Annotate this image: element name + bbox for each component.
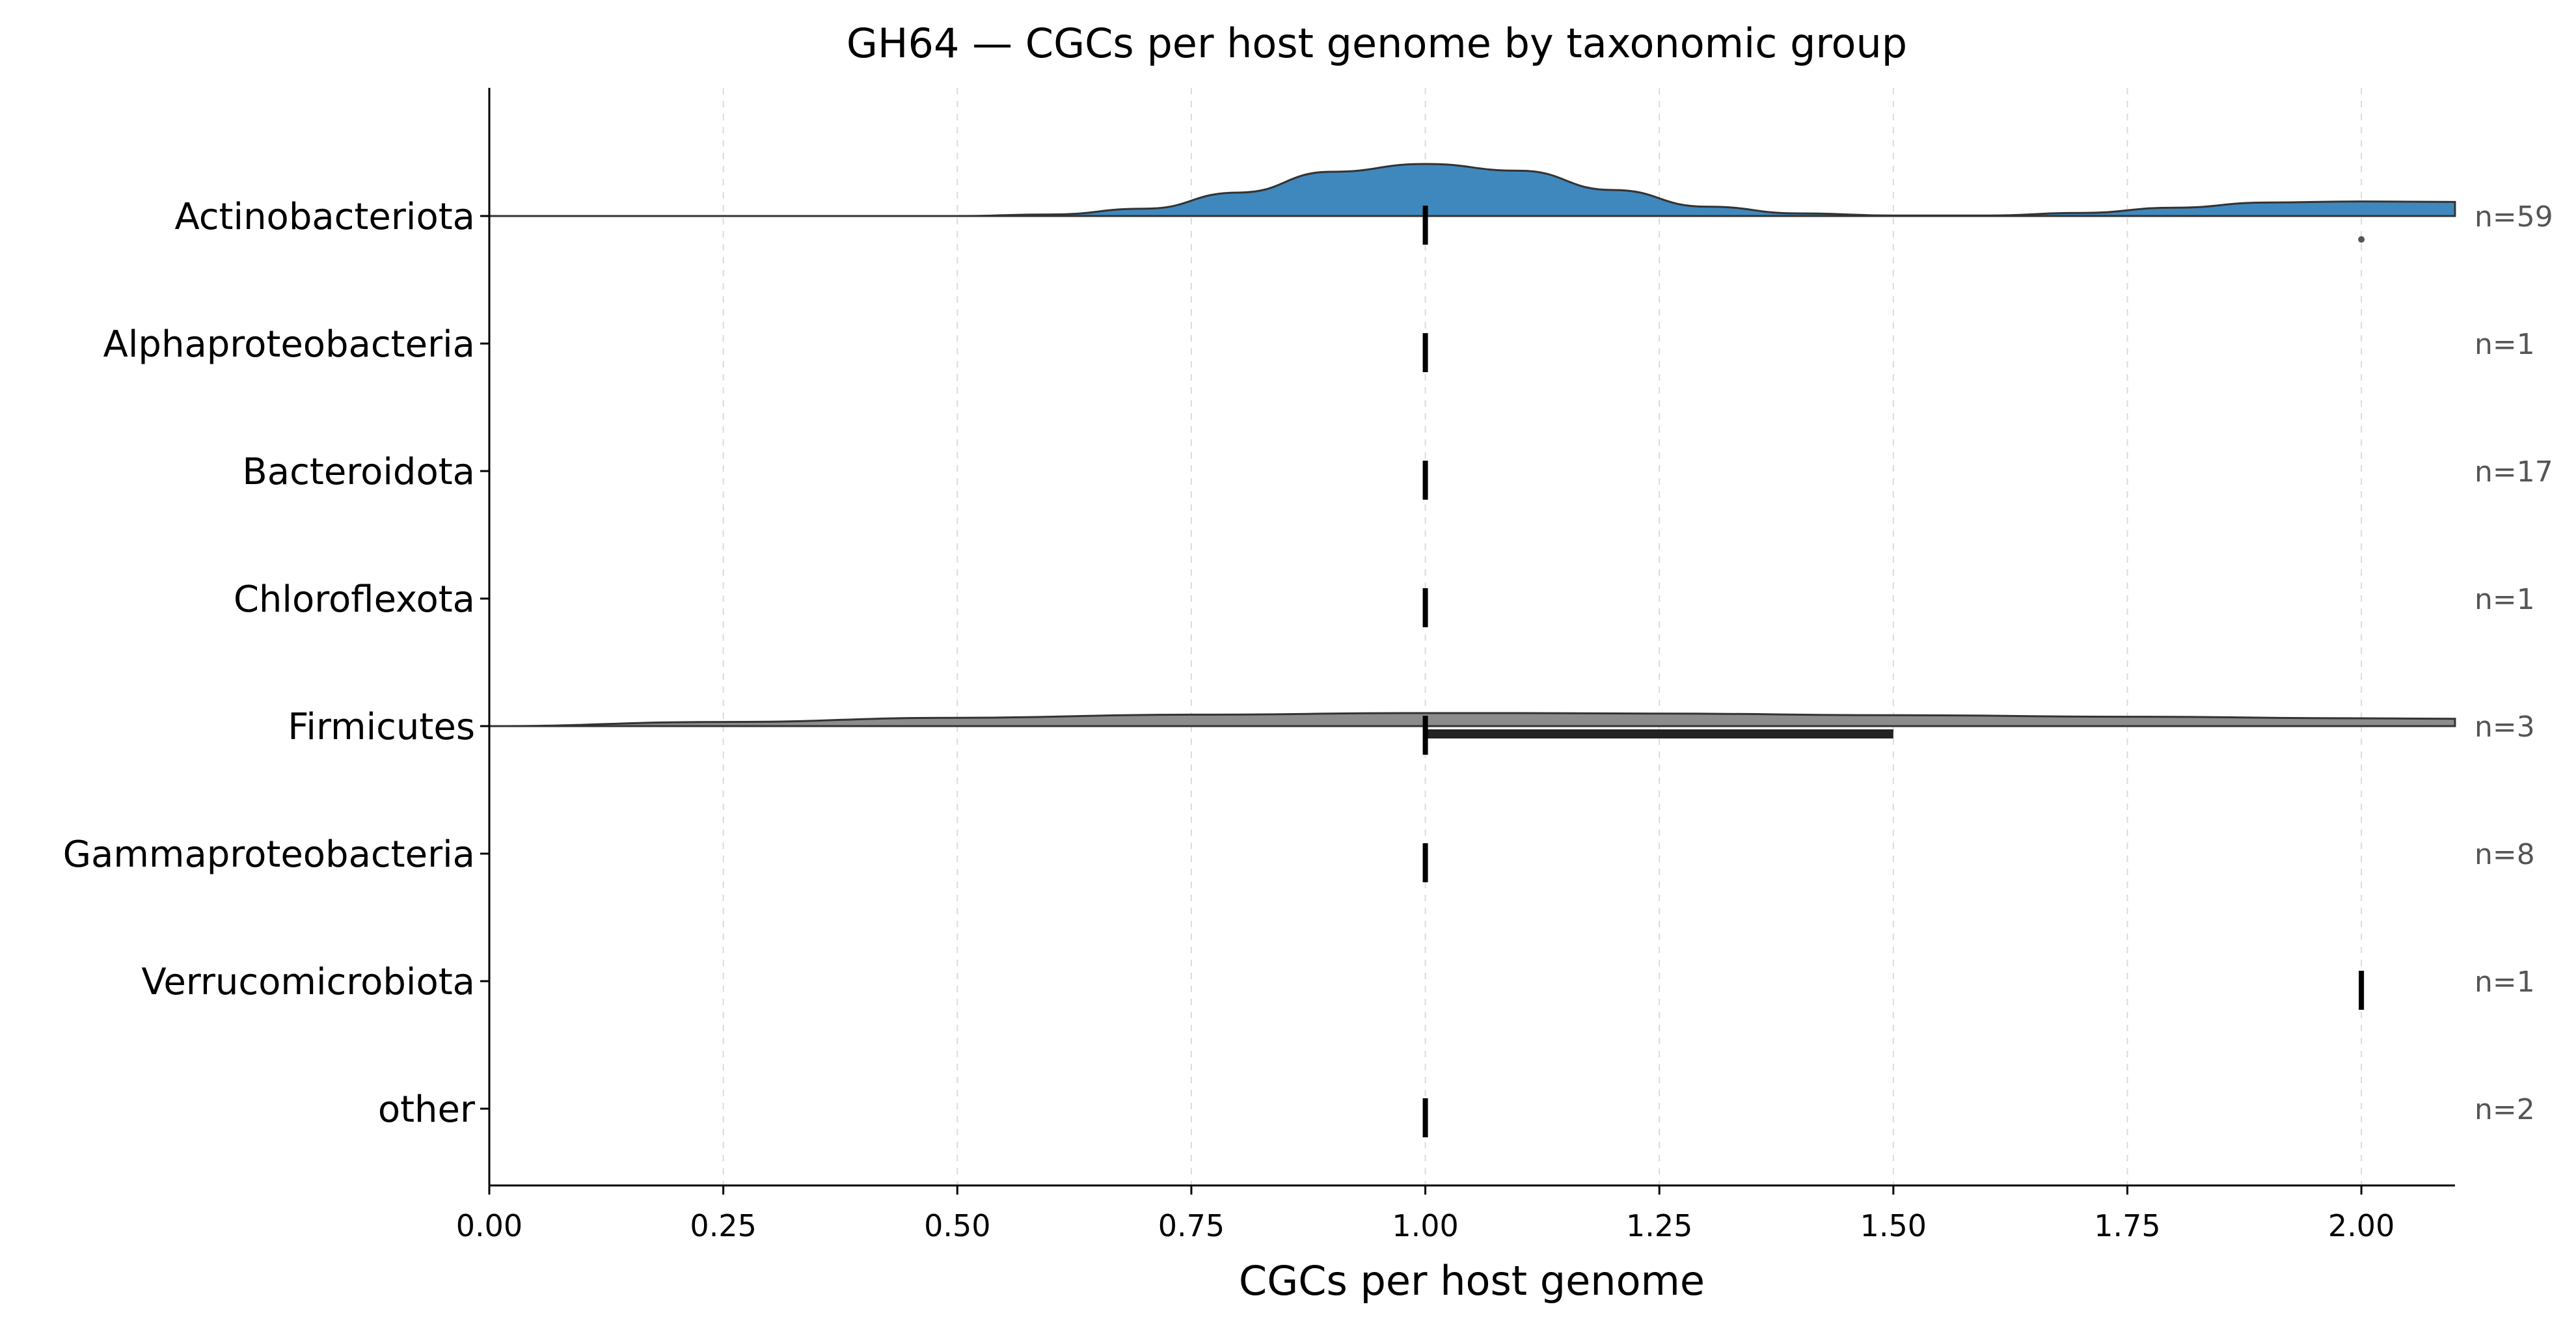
sample-size-label: n=59 — [2474, 200, 2553, 234]
group-label: Gammaproteobacteria — [63, 833, 475, 876]
x-tick-label: 1.75 — [2094, 1208, 2160, 1243]
group-label: other — [378, 1089, 476, 1131]
x-tick-label: 0.75 — [1158, 1208, 1225, 1243]
outlier-point — [2358, 236, 2365, 243]
sample-size-label: n=8 — [2474, 838, 2535, 871]
sample-size-label: n=2 — [2474, 1093, 2535, 1126]
group-label: Verrucomicrobiota — [141, 961, 475, 1003]
x-tick-label: 0.00 — [456, 1208, 522, 1243]
sample-size-label: n=1 — [2474, 328, 2535, 361]
x-tick-label: 0.50 — [924, 1208, 990, 1243]
chart-title: GH64 — CGCs per host genome by taxonomic… — [847, 20, 1907, 67]
x-tick-label: 1.25 — [1626, 1208, 1692, 1243]
density-ridge — [489, 163, 2456, 217]
sample-size-label: n=1 — [2474, 966, 2535, 999]
x-tick-label: 0.25 — [690, 1208, 756, 1243]
x-axis-ticks: 0.00 0.25 0.50 0.75 1.00 1.25 1.50 1.75 2.00 — [456, 1185, 2394, 1243]
sample-size-label: n=1 — [2474, 583, 2535, 616]
x-axis-label: CGCs per host genome — [1239, 1257, 1705, 1305]
axes-layer — [488, 88, 2455, 1187]
group-label: Firmicutes — [288, 706, 475, 748]
group-label: Actinobacteriota — [174, 196, 475, 238]
grid-layer — [722, 88, 2363, 1185]
sample-size-labels: n=59 n=1 n=17 n=1 n=3 n=8 n=1 n=2 — [2474, 200, 2553, 1126]
x-tick-label: 2.00 — [2328, 1208, 2394, 1243]
group-label: Alphaproteobacteria — [103, 323, 475, 366]
density-layer — [489, 163, 2456, 727]
group-label: Chloroflexota — [234, 578, 475, 621]
sample-size-label: n=17 — [2474, 455, 2553, 489]
x-tick-label: 1.50 — [1860, 1208, 1927, 1243]
marks-layer — [1422, 206, 2365, 1137]
density-ridge — [489, 712, 2456, 727]
group-label: Bacteroidota — [242, 451, 475, 493]
x-tick-label: 1.00 — [1392, 1208, 1458, 1243]
y-axis-labels: Actinobacteriota Alphaproteobacteria Bacte… — [63, 196, 489, 1131]
sample-size-label: n=3 — [2474, 710, 2535, 744]
